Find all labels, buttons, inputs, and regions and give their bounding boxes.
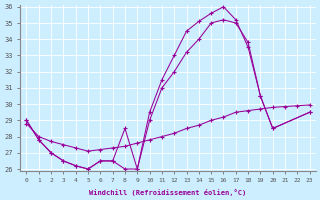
X-axis label: Windchill (Refroidissement éolien,°C): Windchill (Refroidissement éolien,°C): [90, 189, 247, 196]
